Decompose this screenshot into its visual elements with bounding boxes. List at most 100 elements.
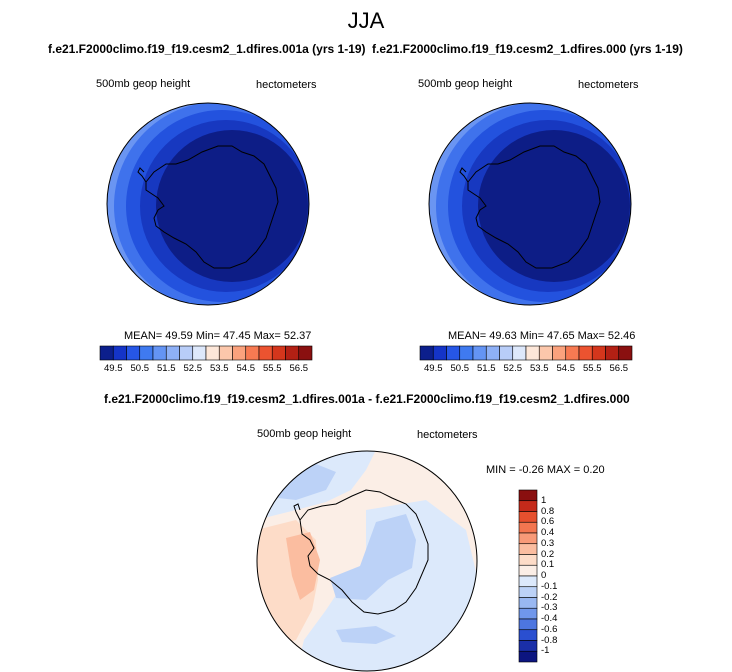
diff-colorbar-swatch [518, 618, 538, 631]
diff-colorbar-swatch [518, 564, 538, 577]
diff-negative-south-inner [336, 626, 396, 644]
panel1-colorbar-swatch [152, 345, 167, 361]
diff-colorbar-tick-label: -1 [541, 645, 550, 657]
panel1-colorbar [99, 345, 313, 361]
panel2-colorbar-swatch [499, 345, 514, 361]
diff-colorbar-swatch [518, 554, 538, 566]
map2-band-core [478, 130, 630, 282]
diff-colorbar-tick-label: 0.6 [541, 516, 555, 528]
panel2-colorbar-swatch [446, 345, 461, 361]
diff-polar-map [256, 450, 478, 672]
panel2-colorbar-swatch [605, 345, 620, 361]
diff-colorbar-swatch [518, 489, 538, 502]
panel2-variable-label: 500mb geop height [418, 78, 513, 90]
panel1-variable-label: 500mb geop height [96, 78, 191, 90]
panel2-colorbar-swatch [512, 345, 527, 361]
panel1-colorbar-tick-label: 51.5 [157, 363, 176, 374]
diff-colorbar-tick-label: -0.8 [541, 634, 558, 646]
diff-colorbar-tick-label: -0.3 [541, 602, 558, 614]
diff-colorbar-swatch [518, 640, 538, 652]
diff-colorbar-tick-label: 0.3 [541, 537, 555, 549]
panel2-colorbar-tick-label: 50.5 [450, 363, 470, 374]
panel1-case-title: f.e21.F2000climo.f19_f19.cesm2_1.dfires.… [48, 42, 366, 56]
panel1-colorbar-tick-label: 56.5 [289, 363, 309, 374]
panel1-colorbar-swatch [271, 345, 286, 361]
diff-colorbar-swatch [518, 629, 538, 641]
panel1-colorbar-swatch [179, 345, 194, 361]
diff-variable-label: 500mb geop height [257, 428, 352, 440]
panel2-colorbar-swatch [565, 345, 580, 361]
map1-antarctica-coastline [137, 145, 279, 269]
diff-colorbar-swatch [518, 532, 538, 545]
panel1-polar-map [106, 102, 310, 306]
panel2-colorbar-swatch [419, 345, 434, 361]
diff-negative-east-inner [330, 514, 416, 600]
panel2-colorbar-tick-label: 52.5 [503, 363, 523, 374]
diff-colorbar-tick-label: -0.4 [541, 613, 558, 624]
panel1-colorbar-tick-label: 50.5 [130, 363, 150, 374]
diff-colorbar-tick-label: 1 [541, 494, 547, 506]
panel2-colorbar-swatch [485, 345, 500, 361]
panel2-colorbar-tick-label: 51.5 [477, 363, 496, 374]
diff-colorbar-tick-label: -0.2 [541, 591, 558, 603]
diff-colorbar-swatch [518, 575, 538, 588]
panel2-colorbar-swatch [578, 345, 593, 361]
diff-colorbar-tick-label: -0.1 [541, 580, 558, 592]
panel2-colorbar-swatch [459, 345, 474, 361]
panel2-colorbar-tick-label: 55.5 [583, 363, 602, 374]
diff-colorbar-swatch [518, 597, 538, 609]
map2-antarctica-coastline [459, 145, 601, 269]
panel1-colorbar-swatch [192, 345, 207, 361]
panel2-units-label: hectometers [578, 79, 639, 91]
map1-band-core [156, 130, 308, 282]
diff-colorbar-tick-label: 0.8 [541, 505, 555, 517]
diff-colorbar-tick-label: 0.4 [541, 527, 555, 538]
panel1-colorbar-swatch [245, 345, 260, 361]
panel2-colorbar-tick-label: 54.5 [556, 363, 576, 374]
diff-positive-west-inner [286, 532, 320, 600]
diff-colorbar-tick-label: 0.2 [541, 548, 555, 560]
panel1-colorbar-swatch [285, 345, 300, 361]
panel1-colorbar-swatch [298, 345, 313, 361]
diff-title: f.e21.F2000climo.f19_f19.cesm2_1.dfires.… [104, 392, 630, 406]
panel2-colorbar-swatch [432, 345, 447, 361]
panel1-colorbar-swatch [205, 345, 220, 361]
panel2-colorbar-tick-label: 56.5 [609, 363, 629, 374]
diff-antarctica-coastline [293, 489, 429, 615]
panel1-colorbar-swatch [165, 345, 180, 361]
panel2-colorbar-tick-label: 49.5 [424, 363, 443, 374]
panel1-units-label: hectometers [256, 79, 317, 91]
diff-colorbar-swatch [518, 586, 538, 598]
diff-colorbar-tick-label: 0 [541, 570, 547, 581]
panel1-colorbar-tick-label: 53.5 [210, 363, 229, 374]
panel2-colorbar-swatch [618, 345, 633, 361]
panel2-colorbar-swatch [525, 345, 540, 361]
panel1-colorbar-swatch [232, 345, 247, 361]
panel1-colorbar-swatch [218, 345, 233, 361]
panel2-colorbar-swatch [538, 345, 553, 361]
figure-title: JJA [347, 8, 385, 33]
panel1-colorbar-swatch [112, 345, 127, 361]
panel1-colorbar-swatch [99, 345, 114, 361]
diff-colorbar-swatch [518, 511, 538, 523]
panel1-stats: MEAN= 49.59 Min= 47.45 Max= 52.37 [124, 330, 312, 342]
diff-colorbar-tick-label: 0.1 [541, 559, 555, 571]
panel1-colorbar-tick-label: 49.5 [104, 363, 123, 374]
panel2-stats: MEAN= 49.63 Min= 47.65 Max= 52.46 [448, 330, 636, 342]
diff-stats: MIN = -0.26 MAX = 0.20 [486, 464, 605, 476]
panel2-colorbar-tick-label: 53.5 [530, 363, 549, 374]
diff-colorbar-swatch [518, 607, 538, 620]
map2-border [428, 102, 632, 306]
panel2-polar-map [428, 102, 632, 306]
panel1-colorbar-tick-label: 52.5 [183, 363, 203, 374]
map1-border [106, 102, 310, 306]
diff-negative-east [296, 500, 477, 671]
diff-units-label: hectometers [417, 429, 478, 441]
panel1-colorbar-swatch [139, 345, 154, 361]
panel1-colorbar-swatch [258, 345, 273, 361]
panel2-colorbar-swatch [472, 345, 487, 361]
diff-colorbar-swatch [518, 500, 538, 512]
diff-colorbar-swatch [518, 543, 538, 555]
diff-colorbar-swatch [518, 521, 538, 534]
panel2-colorbar-swatch [591, 345, 606, 361]
